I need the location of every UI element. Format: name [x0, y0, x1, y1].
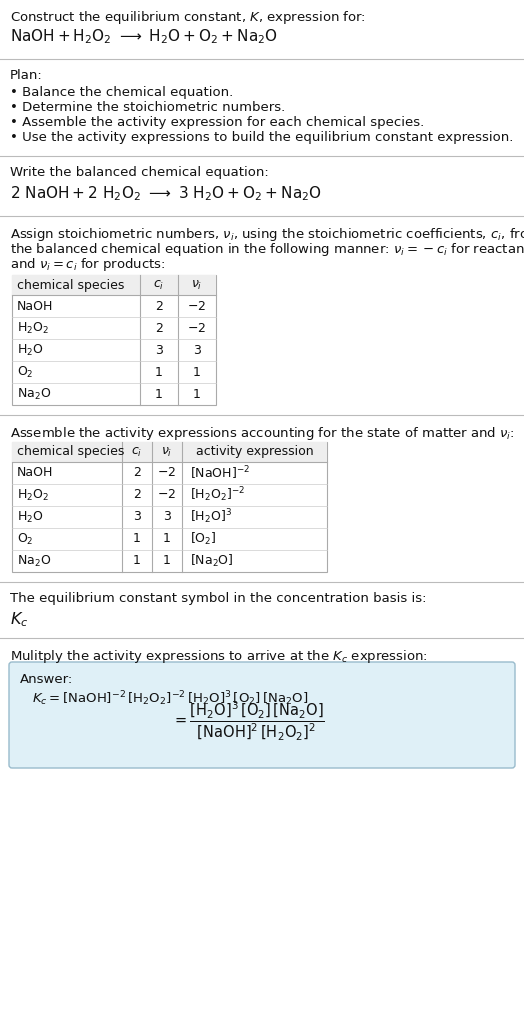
Text: 2: 2	[133, 488, 141, 501]
Text: 2: 2	[155, 299, 163, 312]
Text: Plan:: Plan:	[10, 69, 43, 82]
Text: $\mathrm{H_2O}$: $\mathrm{H_2O}$	[17, 343, 43, 358]
Text: activity expression: activity expression	[195, 445, 313, 459]
Text: 1: 1	[133, 554, 141, 567]
Text: $c_i$: $c_i$	[154, 279, 165, 292]
Bar	[12, 275, 216, 295]
Text: Assemble the activity expressions accounting for the state of matter and $\nu_i$: Assemble the activity expressions accoun…	[10, 425, 515, 442]
Text: chemical species: chemical species	[17, 279, 124, 292]
Text: and $\nu_i = c_i$ for products:: and $\nu_i = c_i$ for products:	[10, 256, 166, 273]
Text: 3: 3	[163, 511, 171, 524]
Text: $2\ \mathrm{NaOH} + 2\ \mathrm{H_2O_2}\ \longrightarrow\ 3\ \mathrm{H_2O} + \mat: $2\ \mathrm{NaOH} + 2\ \mathrm{H_2O_2}\ …	[10, 184, 322, 202]
Text: Answer:: Answer:	[20, 673, 73, 686]
FancyBboxPatch shape	[9, 662, 515, 768]
Text: $K_c$: $K_c$	[10, 610, 28, 629]
Text: 1: 1	[163, 554, 171, 567]
Text: the balanced chemical equation in the following manner: $\nu_i = -c_i$ for react: the balanced chemical equation in the fo…	[10, 241, 524, 258]
Text: Mulitply the activity expressions to arrive at the $K_c$ expression:: Mulitply the activity expressions to arr…	[10, 648, 428, 665]
Text: $\mathrm{H_2O_2}$: $\mathrm{H_2O_2}$	[17, 320, 49, 336]
Text: • Balance the chemical equation.: • Balance the chemical equation.	[10, 86, 233, 99]
Text: • Determine the stoichiometric numbers.: • Determine the stoichiometric numbers.	[10, 101, 285, 114]
Text: 1: 1	[155, 387, 163, 401]
Text: Write the balanced chemical equation:: Write the balanced chemical equation:	[10, 166, 269, 179]
Text: 1: 1	[193, 365, 201, 378]
Text: NaOH: NaOH	[17, 467, 53, 479]
Text: $-2$: $-2$	[188, 321, 206, 335]
Text: $K_c = [\mathrm{NaOH}]^{-2}\,[\mathrm{H_2O_2}]^{-2}\,[\mathrm{H_2O}]^3\,[\mathrm: $K_c = [\mathrm{NaOH}]^{-2}\,[\mathrm{H_…	[32, 690, 308, 709]
Text: $c_i$: $c_i$	[132, 445, 143, 459]
Bar	[12, 442, 327, 462]
Text: 3: 3	[155, 344, 163, 357]
Text: Assign stoichiometric numbers, $\nu_i$, using the stoichiometric coefficients, $: Assign stoichiometric numbers, $\nu_i$, …	[10, 226, 524, 243]
Text: $-2$: $-2$	[157, 488, 177, 501]
Text: $\mathrm{Na_2O}$: $\mathrm{Na_2O}$	[17, 553, 51, 569]
Text: $-2$: $-2$	[188, 299, 206, 312]
Text: $[\mathrm{Na_2O}]$: $[\mathrm{Na_2O}]$	[190, 553, 234, 570]
Text: The equilibrium constant symbol in the concentration basis is:: The equilibrium constant symbol in the c…	[10, 592, 427, 605]
Bar	[12, 275, 216, 405]
Text: $\mathrm{NaOH} + \mathrm{H_2O_2}\ \longrightarrow\ \mathrm{H_2O} + \mathrm{O_2} : $\mathrm{NaOH} + \mathrm{H_2O_2}\ \longr…	[10, 27, 278, 46]
Text: $[\mathrm{H_2O_2}]^{-2}$: $[\mathrm{H_2O_2}]^{-2}$	[190, 486, 245, 504]
Text: $\mathrm{O_2}$: $\mathrm{O_2}$	[17, 364, 34, 379]
Text: $[\mathrm{H_2O}]^3$: $[\mathrm{H_2O}]^3$	[190, 507, 232, 527]
Text: $\nu_i$: $\nu_i$	[191, 279, 203, 292]
Text: 2: 2	[155, 321, 163, 335]
Text: $[\mathrm{O_2}]$: $[\mathrm{O_2}]$	[190, 531, 216, 547]
Text: 3: 3	[193, 344, 201, 357]
Text: 1: 1	[193, 387, 201, 401]
Text: • Assemble the activity expression for each chemical species.: • Assemble the activity expression for e…	[10, 116, 424, 129]
Text: $\nu_i$: $\nu_i$	[161, 445, 173, 459]
Text: • Use the activity expressions to build the equilibrium constant expression.: • Use the activity expressions to build …	[10, 131, 514, 144]
Text: Construct the equilibrium constant, $K$, expression for:: Construct the equilibrium constant, $K$,…	[10, 9, 366, 26]
Text: $\mathrm{H_2O}$: $\mathrm{H_2O}$	[17, 510, 43, 525]
Text: 2: 2	[133, 467, 141, 479]
Text: chemical species: chemical species	[17, 445, 124, 459]
Text: NaOH: NaOH	[17, 299, 53, 312]
Text: 1: 1	[155, 365, 163, 378]
Text: $= \dfrac{[\mathrm{H_2O}]^3\,[\mathrm{O_2}]\,[\mathrm{Na_2O}]}{[\mathrm{NaOH}]^2: $= \dfrac{[\mathrm{H_2O}]^3\,[\mathrm{O_…	[172, 700, 325, 742]
Text: $\mathrm{H_2O_2}$: $\mathrm{H_2O_2}$	[17, 487, 49, 502]
Text: $\mathrm{O_2}$: $\mathrm{O_2}$	[17, 532, 34, 546]
Text: 3: 3	[133, 511, 141, 524]
Bar	[12, 442, 327, 572]
Text: 1: 1	[163, 533, 171, 545]
Text: 1: 1	[133, 533, 141, 545]
Text: $[\mathrm{NaOH}]^{-2}$: $[\mathrm{NaOH}]^{-2}$	[190, 464, 250, 482]
Text: $-2$: $-2$	[157, 467, 177, 479]
Text: $\mathrm{Na_2O}$: $\mathrm{Na_2O}$	[17, 386, 51, 402]
